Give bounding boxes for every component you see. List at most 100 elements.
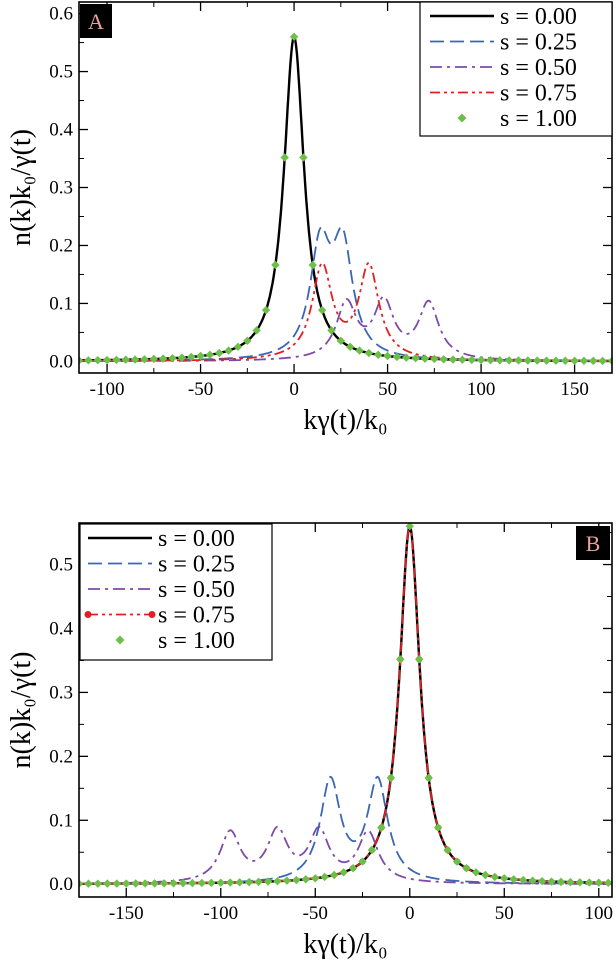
series-point-4 — [443, 845, 452, 855]
legend-label-0: s = 0.00 — [500, 4, 577, 30]
series-point-4 — [130, 355, 140, 364]
y-tick-label: 0.2 — [49, 235, 73, 256]
series-point-4 — [405, 523, 414, 531]
plot-area — [79, 32, 612, 366]
series-point-4 — [411, 353, 420, 363]
x-tick-label: -100 — [90, 379, 125, 400]
series-point-4 — [377, 823, 386, 832]
series-point-4 — [452, 857, 462, 866]
series-point-4 — [207, 878, 216, 888]
series-point-4 — [235, 878, 244, 887]
series-point-4 — [528, 876, 537, 885]
series-point-4 — [348, 863, 358, 873]
series-point-4 — [396, 655, 405, 664]
series-point-4 — [320, 872, 329, 882]
panel-B: -150 -100 -50 0 50 100 0.0 0.1 0.2 0.3 0.4 0.5 s = 0… — [6, 522, 613, 960]
series-point-4 — [604, 878, 612, 888]
series-point-4 — [261, 305, 271, 315]
series-point-4 — [542, 356, 551, 365]
y-tick-label: 0.2 — [49, 746, 73, 767]
series-point-4 — [121, 355, 130, 364]
series-point-4 — [254, 877, 263, 887]
series-point-4 — [103, 879, 112, 888]
series-point-4 — [205, 350, 215, 359]
y-tick-label: 0.3 — [49, 682, 73, 703]
series-point-4 — [537, 876, 547, 886]
series-point-4 — [500, 874, 509, 883]
series-point-4 — [433, 823, 443, 832]
series-point-4 — [339, 868, 348, 877]
series-point-4 — [607, 356, 612, 366]
series-point-4 — [547, 877, 556, 886]
y-tick-label: 0.5 — [49, 555, 73, 576]
series-point-4 — [415, 655, 424, 664]
x-tick-label: 100 — [585, 903, 614, 924]
series-point-4 — [150, 879, 159, 888]
series-point-4 — [112, 879, 122, 888]
series-point-4 — [589, 356, 598, 366]
series-point-4 — [566, 877, 575, 887]
series-point-4 — [131, 879, 140, 888]
series-point-4 — [439, 355, 448, 364]
legend-label-1: s = 0.25 — [500, 30, 577, 56]
series-point-4 — [317, 305, 327, 315]
series-point-4 — [514, 356, 523, 365]
x-axis-label: kγ(t)/k₀ — [303, 405, 387, 436]
series-point-4 — [140, 879, 150, 888]
series-point-4 — [585, 878, 594, 887]
series-point-4 — [532, 356, 542, 365]
series-point-4 — [289, 32, 299, 41]
series-point-4 — [159, 879, 169, 888]
series-point-4 — [84, 879, 93, 888]
series-point-4 — [367, 845, 377, 855]
x-tick-label: 50 — [378, 379, 397, 400]
legend-label-1: s = 0.25 — [158, 552, 235, 578]
y-tick-label: 0.0 — [49, 874, 73, 895]
x-tick-label: 150 — [560, 379, 589, 400]
series-point-4 — [233, 342, 243, 352]
plot-frame — [78, 522, 613, 898]
series-point-4 — [430, 354, 439, 364]
series-point-4 — [252, 326, 261, 335]
series-point-4 — [188, 878, 197, 888]
series-point-4 — [168, 353, 177, 363]
legend-label-0: s = 0.00 — [158, 526, 235, 552]
y-tick-label: 0.5 — [49, 62, 73, 83]
series-point-4 — [598, 356, 607, 366]
x-tick-label: -100 — [203, 903, 238, 924]
series-point-4 — [486, 355, 495, 365]
series-line-2 — [79, 295, 612, 362]
series-point-4 — [383, 351, 392, 361]
series-point-4 — [448, 355, 458, 364]
series-point-4 — [273, 876, 282, 886]
series-point-4 — [518, 875, 528, 885]
series-point-4 — [216, 878, 225, 887]
series-point-4 — [561, 356, 570, 365]
series-point-4 — [467, 355, 476, 365]
series-point-4 — [551, 356, 561, 365]
series-point-4 — [93, 355, 102, 365]
series-point-4 — [490, 872, 500, 882]
series-point-4 — [102, 355, 112, 365]
series-point-4 — [458, 355, 467, 364]
series-point-4 — [424, 773, 433, 783]
series-point-4 — [79, 356, 84, 365]
series-line-2 — [79, 825, 612, 885]
series-point-4 — [263, 877, 273, 886]
series-point-4 — [280, 153, 289, 162]
plot-frame — [78, 1, 613, 374]
series-point-4 — [282, 876, 292, 885]
legend-dot-3 — [84, 611, 92, 618]
series-point-4 — [386, 773, 396, 783]
x-tick-label: 0 — [405, 903, 415, 924]
series-point-4 — [345, 342, 355, 352]
series-point-4 — [79, 879, 84, 888]
legend-label-4: s = 1.00 — [158, 628, 235, 654]
series-point-4 — [224, 346, 233, 355]
y-tick-label: 0.3 — [49, 178, 73, 199]
x-tick-label: 100 — [467, 379, 496, 400]
y-tick-label: 0.4 — [49, 618, 73, 639]
legend-label-3: s = 0.75 — [500, 81, 577, 107]
y-tick-label: 0.1 — [49, 810, 73, 831]
series-point-4 — [292, 875, 301, 885]
